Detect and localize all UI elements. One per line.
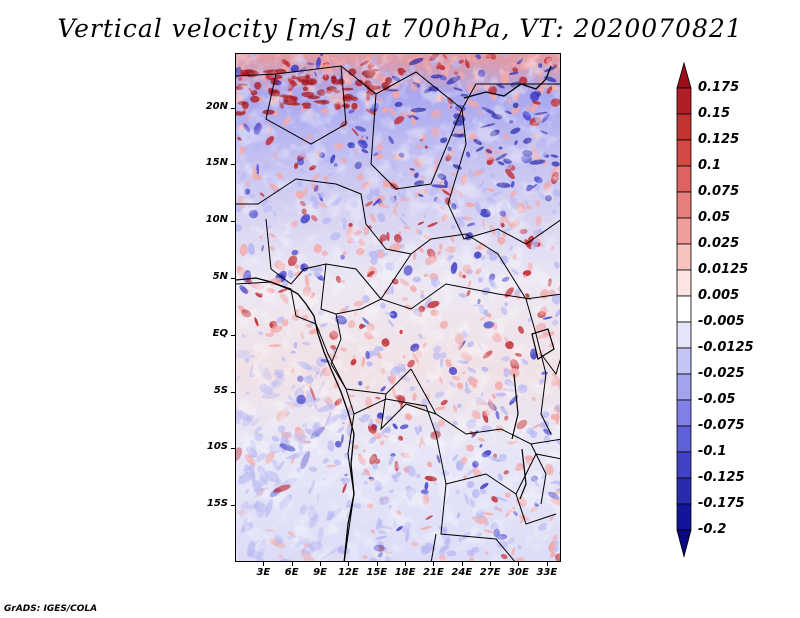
lat-tick-label: 15N	[205, 157, 228, 169]
colorbar-swatch	[676, 451, 692, 479]
colorbar-bottom-arrow	[676, 529, 692, 559]
colorbar-swatch	[676, 373, 692, 401]
colorbar-tick-label: 0.05	[698, 210, 731, 225]
colorbar-tick-label: 0.0125	[698, 262, 749, 277]
lon-tick	[405, 562, 407, 566]
colorbar-tick-label: 0.175	[698, 80, 740, 95]
lat-tick	[231, 221, 235, 223]
lat-tick-label: 20N	[205, 100, 228, 112]
lon-tick	[546, 562, 548, 566]
lon-tick	[518, 562, 520, 566]
lon-tick-label: 18E	[394, 567, 416, 578]
colorbar-swatch	[676, 87, 692, 115]
lon-tick	[348, 562, 350, 566]
lon-tick	[433, 562, 435, 566]
lon-tick	[376, 562, 378, 566]
colorbar-swatch	[676, 243, 692, 271]
map-panel	[235, 53, 561, 562]
colorbar-tick-label: 0.025	[698, 236, 740, 251]
grads-credit: GrADS: IGES/COLA	[4, 604, 98, 614]
coastline	[236, 65, 552, 561]
colorbar-top-arrow	[676, 61, 692, 89]
colorbar-svg	[676, 61, 692, 559]
colorbar-tick-label: -0.05	[698, 392, 736, 407]
map-title: Vertical velocity [m/s] at 700hPa, VT: 2…	[57, 14, 743, 43]
lon-tick-label: 21E	[423, 567, 444, 578]
country-borders	[236, 65, 560, 561]
lat-tick-label: 5N	[212, 270, 228, 282]
colorbar	[676, 61, 692, 562]
colorbar-swatch	[676, 269, 692, 297]
lon-tick	[490, 562, 492, 566]
colorbar-swatch	[676, 347, 692, 375]
lat-tick	[231, 505, 235, 507]
lat-tick-label: 15S	[206, 498, 228, 510]
lon-tick	[263, 562, 265, 566]
colorbar-tick-label: -0.125	[698, 470, 745, 485]
vertical-velocity-field	[236, 54, 560, 561]
colorbar-tick-label: 0.15	[698, 106, 731, 121]
colorbar-swatch	[676, 165, 692, 193]
lon-tick-label: 12E	[338, 567, 359, 578]
lat-tick	[231, 334, 235, 336]
colorbar-swatch	[676, 139, 692, 167]
colorbar-swatch	[676, 113, 692, 141]
lat-tick	[231, 107, 235, 109]
lon-tick-label: 9E	[313, 567, 327, 578]
colorbar-tick-label: -0.025	[698, 366, 745, 381]
colorbar-tick-label: -0.175	[698, 496, 745, 511]
great-lakes	[511, 328, 555, 500]
lat-tick	[231, 277, 235, 279]
colorbar-tick-label: -0.2	[698, 522, 727, 537]
lon-tick-label: 33E	[536, 567, 558, 578]
colorbar-swatch	[676, 321, 692, 349]
colorbar-tick-label: 0.125	[698, 132, 740, 147]
lat-tick	[231, 164, 235, 166]
colorbar-tick-label: 0.1	[698, 158, 722, 173]
lon-tick-label: 6E	[284, 567, 299, 578]
colorbar-swatch	[676, 399, 692, 427]
lon-tick	[461, 562, 463, 566]
colorbar-swatch	[676, 295, 692, 323]
lon-tick	[291, 562, 293, 566]
colorbar-swatch	[676, 503, 692, 531]
lat-tick	[231, 391, 235, 393]
lat-tick-label: 10N	[205, 214, 228, 226]
colorbar-swatch	[676, 217, 692, 245]
lat-tick-label: 10S	[206, 441, 228, 453]
colorbar-tick-label: 0.075	[698, 184, 740, 199]
colorbar-swatch	[676, 425, 692, 453]
colorbar-swatch	[676, 191, 692, 219]
colorbar-tick-label: -0.075	[698, 418, 745, 433]
lon-tick	[320, 562, 322, 566]
colorbar-tick-label: -0.005	[698, 314, 745, 329]
colorbar-tick-label: -0.0125	[698, 340, 754, 355]
lon-tick-label: 15E	[366, 567, 388, 578]
lat-tick	[231, 448, 235, 450]
lat-tick-label: 5S	[213, 384, 228, 396]
colorbar-tick-label: -0.1	[698, 444, 727, 459]
colorbar-tick-label: 0.005	[698, 288, 740, 303]
lon-tick-label: 27E	[479, 567, 501, 578]
lat-tick-label: EQ	[212, 327, 228, 339]
colorbar-swatch	[676, 477, 692, 505]
lon-tick-label: 24E	[451, 567, 473, 578]
lon-tick-label: 3E	[256, 567, 271, 578]
lon-tick-label: 30E	[508, 567, 529, 578]
